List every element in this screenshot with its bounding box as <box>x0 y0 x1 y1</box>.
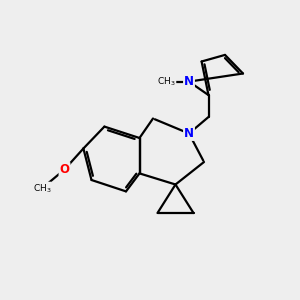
Text: CH$_3$: CH$_3$ <box>33 182 51 195</box>
Text: N: N <box>184 75 194 88</box>
Text: O: O <box>59 163 70 176</box>
Text: CH$_3$: CH$_3$ <box>157 75 176 88</box>
Text: N: N <box>184 127 194 140</box>
